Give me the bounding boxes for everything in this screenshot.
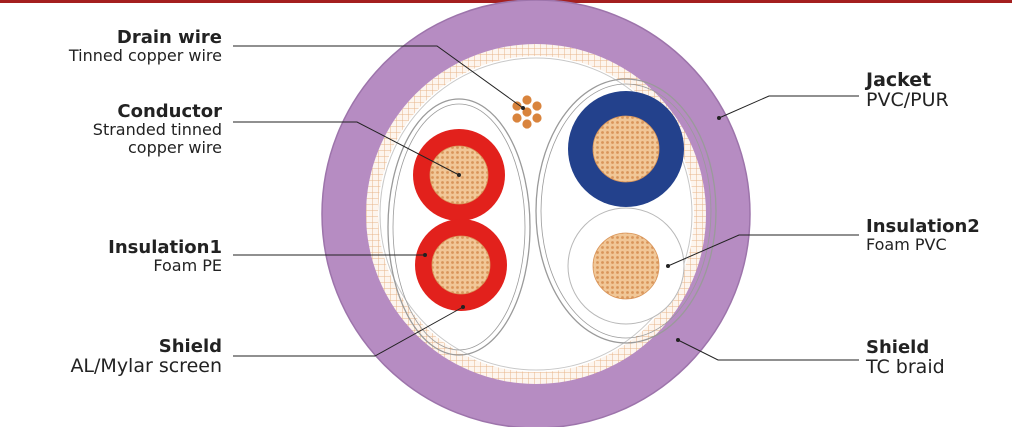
jacket-title: Jacket xyxy=(866,69,932,91)
shield-left-subtitle: AL/Mylar screen xyxy=(70,355,222,377)
leader-insulation2 xyxy=(667,234,859,267)
leader-jacket xyxy=(718,95,859,119)
label-insulation2: Insulation2 Foam PVC xyxy=(866,217,980,254)
conductor-subtitle-line2: copper wire xyxy=(127,138,222,157)
inner-wrap-line xyxy=(379,57,693,371)
conductor-strands-white xyxy=(592,232,660,300)
leader-lines xyxy=(233,45,859,361)
label-shield-right: Shield TC braid xyxy=(866,338,945,377)
jacket-subtitle: PVC/PUR xyxy=(866,89,949,111)
pair1-foil-shield xyxy=(387,98,531,356)
pair2-foil-shield xyxy=(535,78,717,344)
drain-wire-title: Drain wire xyxy=(116,27,222,48)
drain-wire-subtitle: Tinned copper wire xyxy=(68,46,222,65)
shield-right-title: Shield xyxy=(866,337,930,358)
insulation2-subtitle: Foam PVC xyxy=(866,235,947,254)
conductor-strands-blue xyxy=(592,115,660,183)
leader-shield-right xyxy=(677,339,859,361)
leader-drain-wire xyxy=(233,45,524,109)
insulation1-title: Insulation1 xyxy=(108,237,222,258)
leader-dots xyxy=(423,106,721,342)
insulation1-subtitle: Foam PE xyxy=(153,256,222,275)
leader-shield-left xyxy=(233,306,464,357)
label-insulation1: Insulation1 Foam PE xyxy=(108,238,222,275)
conductor-subtitle-line1: Stranded tinned xyxy=(92,120,222,139)
drain-wire-cluster xyxy=(511,94,543,130)
label-shield-left: Shield AL/Mylar screen xyxy=(70,337,222,376)
conductor-title: Conductor xyxy=(117,101,222,122)
label-drain-wire: Drain wire Tinned copper wire xyxy=(69,28,222,65)
pair1-foil-shield-inner xyxy=(392,103,526,351)
shield-left-title: Shield xyxy=(158,336,222,357)
leader-conductor xyxy=(233,121,460,176)
insulation2-title: Insulation2 xyxy=(866,216,980,237)
pair2-foil-shield-inner xyxy=(540,83,712,339)
label-jacket: Jacket PVC/PUR xyxy=(866,70,949,110)
label-conductor: Conductor Stranded tinned copper wire xyxy=(93,102,222,157)
conductor-strands-bottom xyxy=(431,235,491,295)
shield-right-subtitle: TC braid xyxy=(866,356,945,378)
